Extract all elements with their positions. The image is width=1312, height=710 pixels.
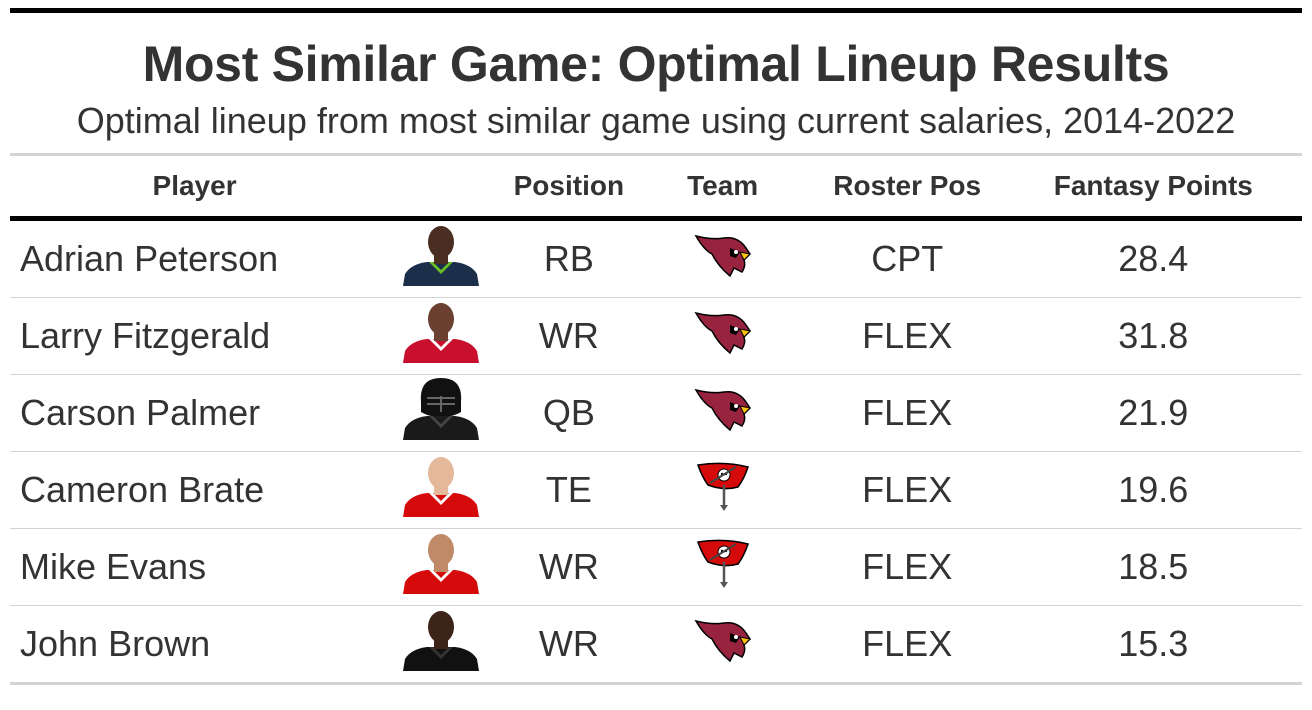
team-cell <box>635 374 810 452</box>
cardinals-logo <box>694 307 752 366</box>
player-headshot <box>399 609 483 680</box>
column-header-player: Player <box>10 154 380 221</box>
player-headshot-cell <box>379 218 503 298</box>
fantasy-points: 18.5 <box>1004 528 1302 606</box>
roster-pos: FLEX <box>809 605 1005 685</box>
top-rule <box>10 8 1302 13</box>
player-headshot-cell <box>379 605 503 685</box>
roster-pos: FLEX <box>809 374 1005 452</box>
roster-pos: FLEX <box>809 451 1005 529</box>
table-container: Most Similar Game: Optimal Lineup Result… <box>10 8 1302 685</box>
player-headshot-cell <box>379 528 503 606</box>
team-cell <box>635 451 810 529</box>
player-name: Larry Fitzgerald <box>10 297 380 375</box>
player-headshot-cell <box>379 297 503 375</box>
player-name: John Brown <box>10 605 380 685</box>
cardinals-logo <box>694 615 752 674</box>
team-cell <box>635 218 810 298</box>
fantasy-points: 19.6 <box>1004 451 1302 529</box>
table-row: Carson Palmer QB FLEX 21.9 <box>10 374 1302 452</box>
table-row: Mike Evans WR FLEX 18.5 <box>10 528 1302 606</box>
player-headshot <box>399 532 483 603</box>
fantasy-points: 15.3 <box>1004 605 1302 685</box>
buccaneers-logo <box>694 461 752 520</box>
fantasy-points: 28.4 <box>1004 218 1302 298</box>
player-name: Carson Palmer <box>10 374 380 452</box>
table-row: Cameron Brate TE FLEX 19.6 <box>10 451 1302 529</box>
player-name: Mike Evans <box>10 528 380 606</box>
player-headshot <box>399 377 483 449</box>
column-header-roster-pos: Roster Pos <box>809 154 1005 221</box>
position: WR <box>502 605 636 685</box>
buccaneers-logo <box>694 538 752 597</box>
page-title: Most Similar Game: Optimal Lineup Result… <box>142 36 1170 92</box>
player-name: Cameron Brate <box>10 451 380 529</box>
player-name: Adrian Peterson <box>10 218 380 298</box>
fantasy-points: 21.9 <box>1004 374 1302 452</box>
roster-pos: CPT <box>809 218 1005 298</box>
player-headshot-cell <box>379 374 503 452</box>
header-row: Player Position Team Roster Pos Fantasy … <box>10 154 1302 221</box>
table-row: Larry Fitzgerald WR FLEX 31.8 <box>10 297 1302 375</box>
team-cell <box>635 605 810 685</box>
fantasy-points: 31.8 <box>1004 297 1302 375</box>
player-headshot <box>399 301 483 372</box>
lineup-table: Player Position Team Roster Pos Fantasy … <box>10 153 1302 685</box>
roster-pos: FLEX <box>809 528 1005 606</box>
roster-pos: FLEX <box>809 297 1005 375</box>
cardinals-logo <box>694 230 752 289</box>
table-row: John Brown WR FLEX 15.3 <box>10 605 1302 685</box>
position: TE <box>502 451 636 529</box>
column-header-fantasy-points: Fantasy Points <box>1004 154 1302 221</box>
page-subtitle: Optimal lineup from most similar game us… <box>76 100 1236 141</box>
cardinals-logo <box>694 384 752 443</box>
position: WR <box>502 528 636 606</box>
column-header-team: Team <box>635 154 810 221</box>
player-headshot-cell <box>379 451 503 529</box>
table-row: Adrian Peterson RB CPT 28.4 <box>10 218 1302 298</box>
position: RB <box>502 218 636 298</box>
player-headshot <box>399 455 483 526</box>
position: QB <box>502 374 636 452</box>
column-header-photo <box>379 154 503 221</box>
team-cell <box>635 528 810 606</box>
column-header-position: Position <box>502 154 636 221</box>
team-cell <box>635 297 810 375</box>
position: WR <box>502 297 636 375</box>
player-headshot <box>399 224 483 295</box>
